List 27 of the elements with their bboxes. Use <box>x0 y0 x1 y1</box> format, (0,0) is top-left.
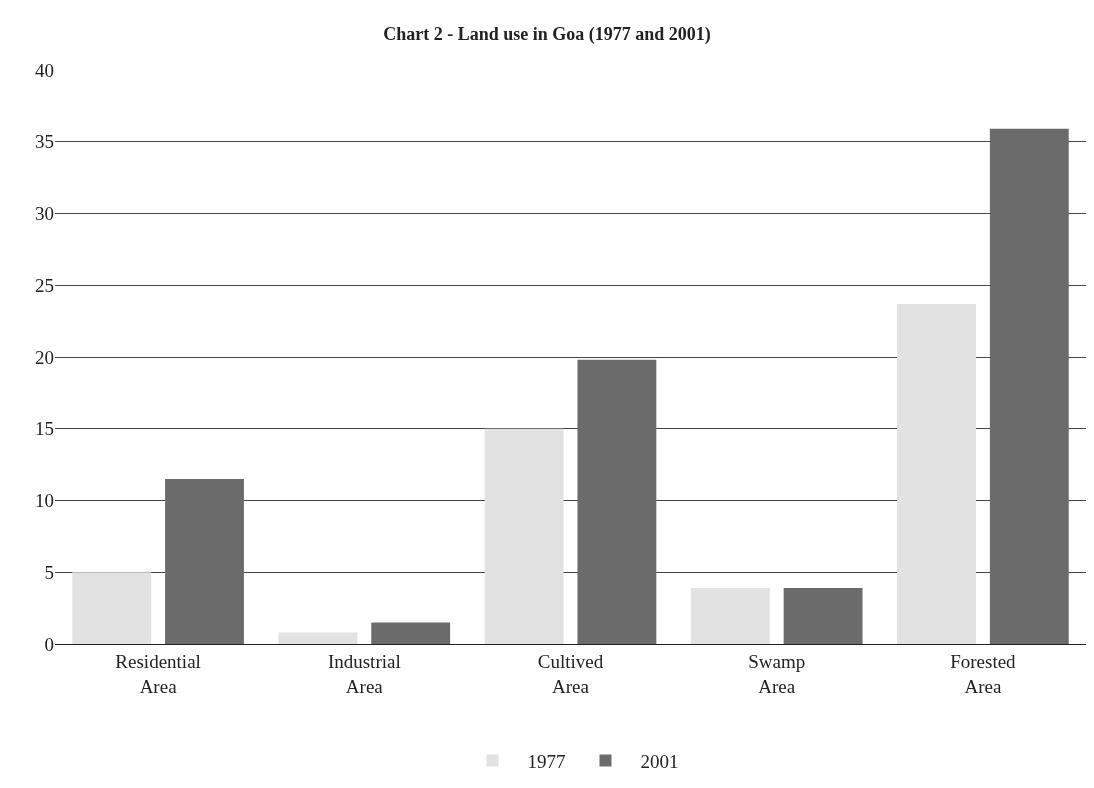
bar <box>989 128 1069 644</box>
y-tick-label: 15 <box>35 418 54 440</box>
y-tick-label: 5 <box>44 561 54 583</box>
x-tick-label: Industrial Area <box>327 650 401 697</box>
bar <box>783 588 863 644</box>
bar <box>690 588 770 644</box>
x-tick-label: Cultived Area <box>537 650 604 697</box>
y-tick-label: 35 <box>35 131 54 153</box>
bar <box>484 428 564 644</box>
x-tick-label: Residential Area <box>115 650 201 697</box>
x-tick-label: Swamp Area <box>748 650 806 697</box>
y-tick-label: 40 <box>35 59 54 81</box>
x-tick-label: Forested Area <box>950 650 1017 697</box>
bar <box>577 359 657 644</box>
bar <box>897 303 976 644</box>
legend-label: 1977 <box>527 750 566 772</box>
y-tick-label: 25 <box>35 274 54 296</box>
bar <box>72 572 152 644</box>
chart-title: Chart 2 - Land use in Goa (1977 and 2001) <box>383 24 711 46</box>
bar <box>371 622 451 644</box>
y-tick-label: 10 <box>35 490 54 512</box>
y-tick-label: 30 <box>35 203 54 225</box>
y-tick-label: 20 <box>35 346 54 368</box>
bar <box>165 478 244 644</box>
legend-label: 2001 <box>640 750 679 772</box>
y-tick-label: 0 <box>44 633 54 655</box>
bar <box>278 632 358 644</box>
